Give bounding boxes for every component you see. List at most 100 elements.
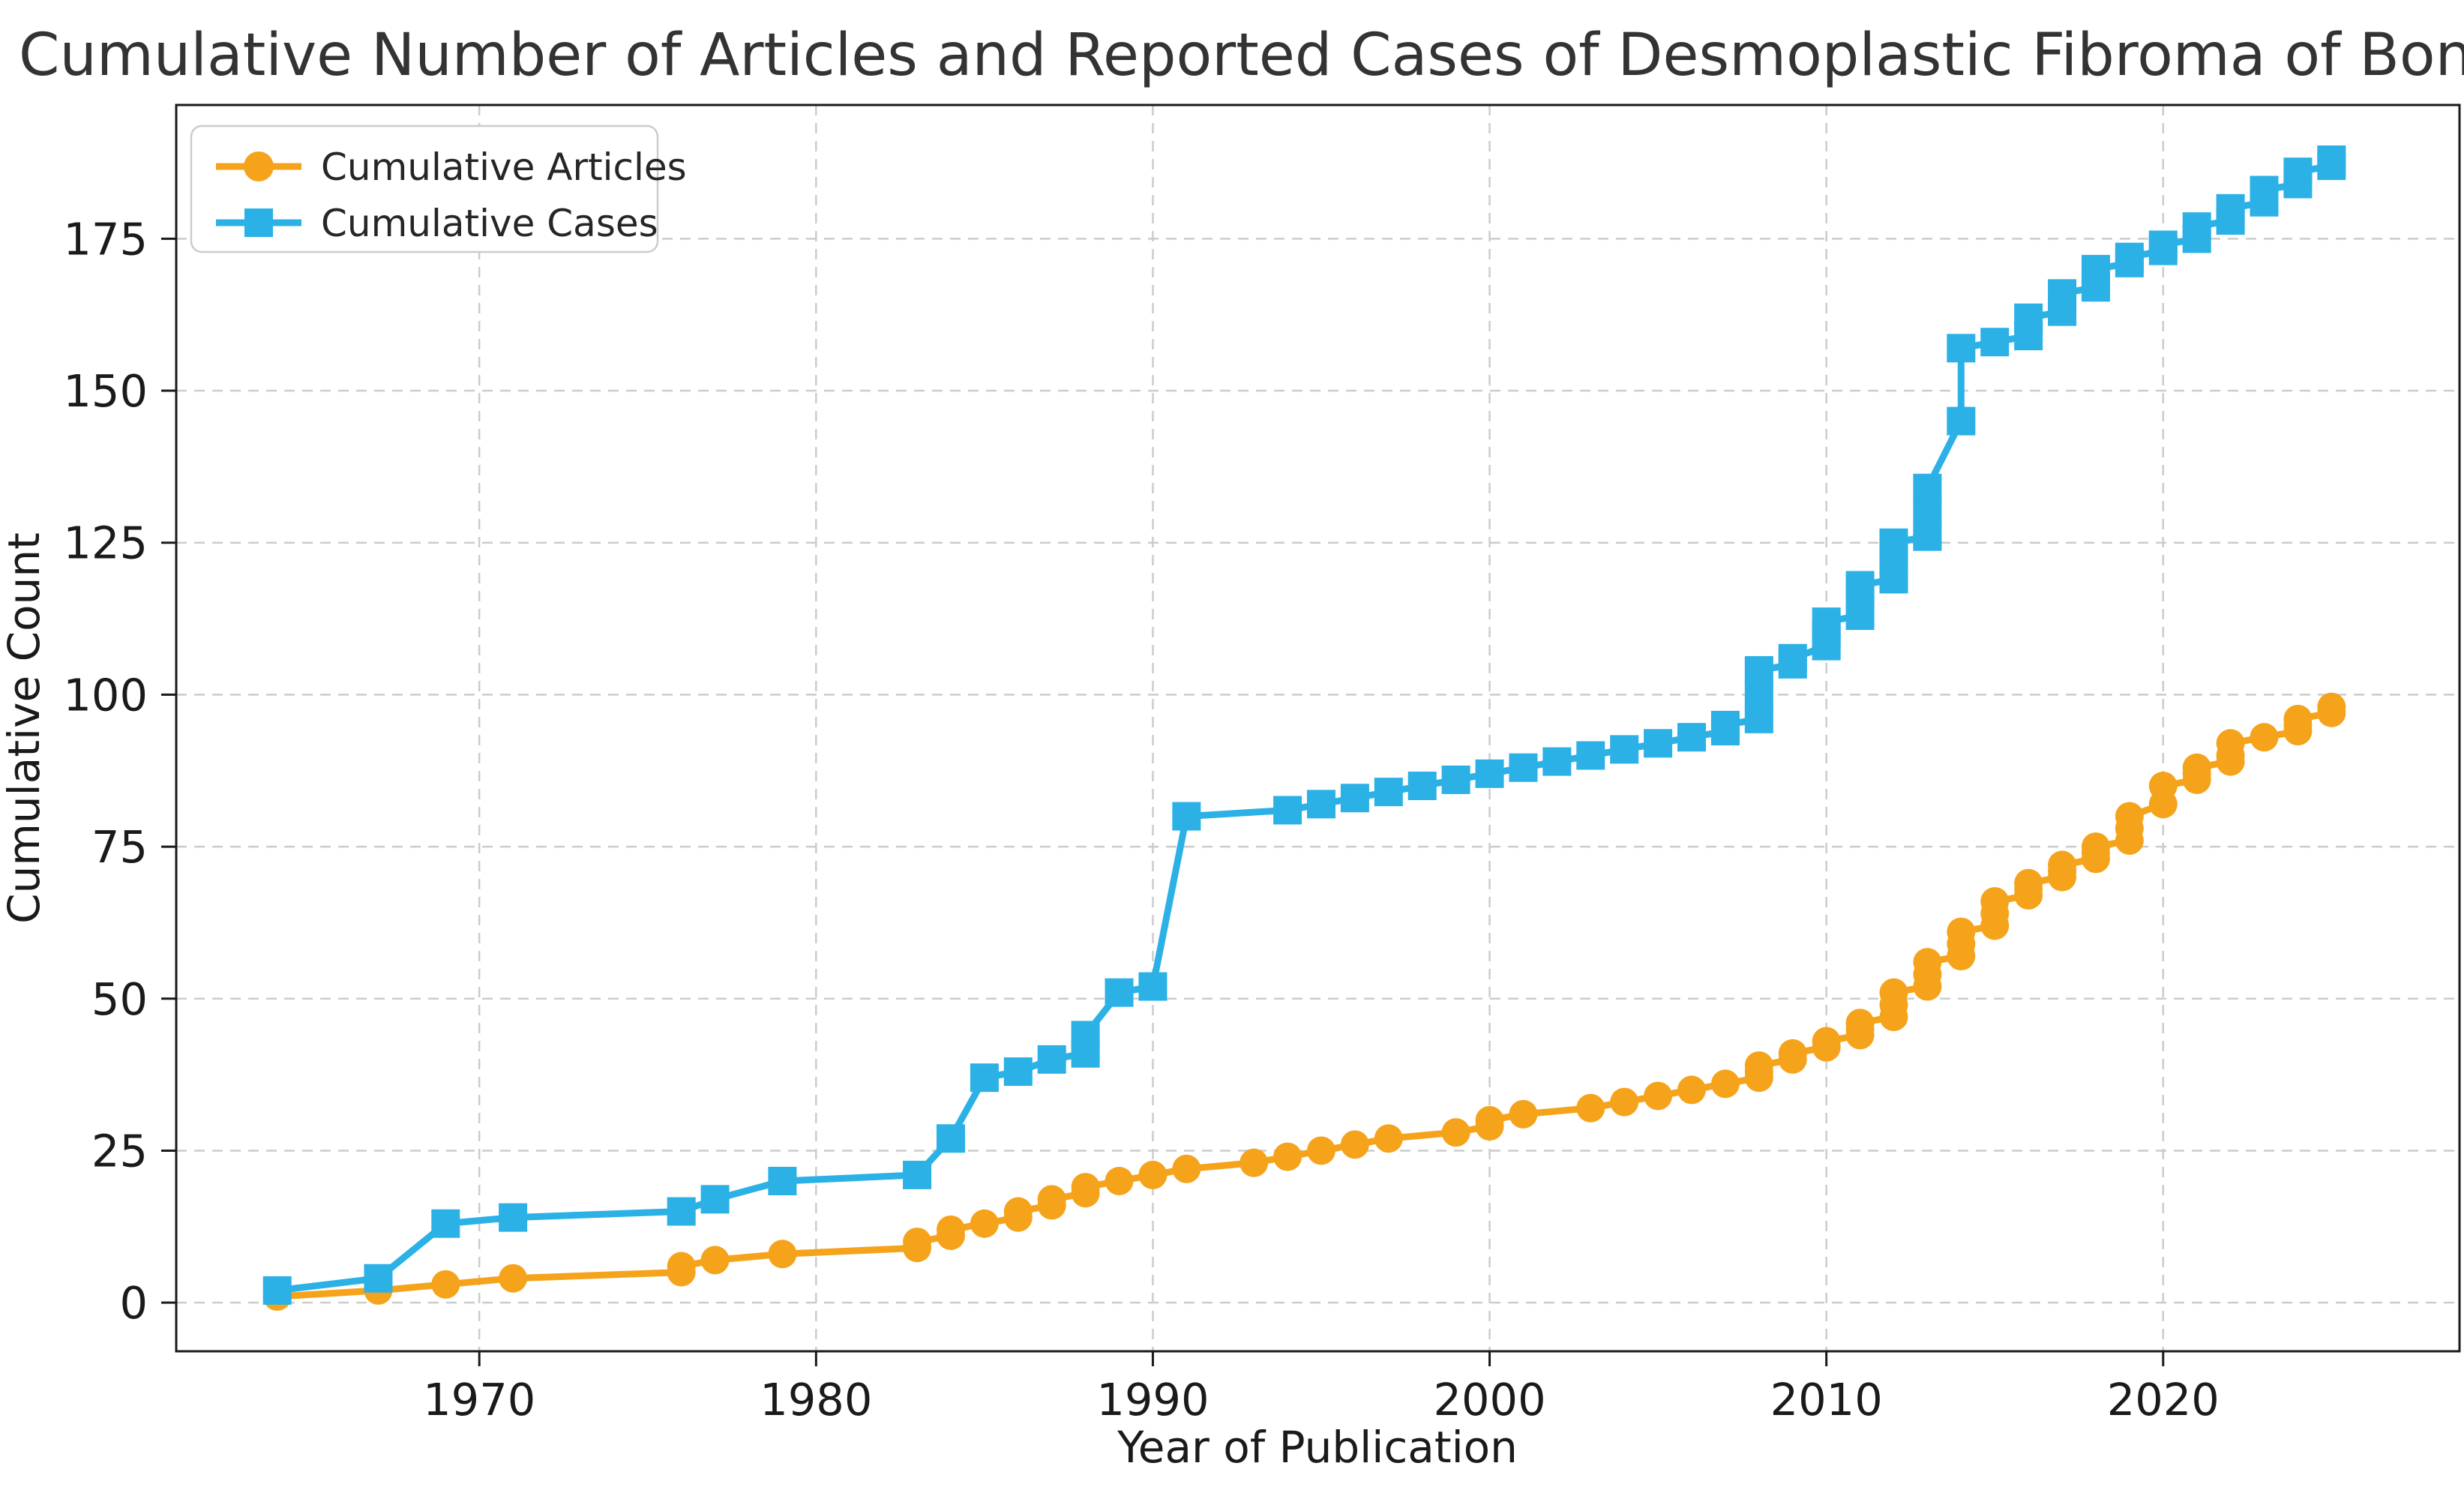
data-point-marker [903,1228,932,1257]
tick-layer: 1970 1980 1990 2000 2010 2020 0 25 50 75 100 125 150… [63,213,2219,1426]
data-point-marker [1172,802,1201,831]
data-point-marker [970,1209,999,1238]
data-point-marker [1947,917,1976,946]
x-tick-label: 1990 [1096,1374,1209,1426]
data-point-marker [1677,723,1707,752]
data-point-marker [1172,1154,1201,1183]
data-point-marker [1306,1136,1335,1165]
legend-square-marker-icon [244,208,273,237]
series-line-articles [274,703,2335,1300]
y-tick-label: 25 [91,1125,148,1177]
data-point-marker [1037,1185,1066,1214]
data-point-marker [1306,790,1335,819]
data-point-marker [1947,334,1976,363]
data-point-marker [1644,729,1673,758]
data-point-marker [1374,1124,1403,1153]
data-point-marker [364,1264,393,1293]
data-point-marker [1744,704,1773,733]
legend-circle-marker-icon [244,151,274,181]
data-point-marker [667,1252,696,1281]
data-point-marker [768,1166,797,1195]
data-point-marker [2048,279,2077,308]
data-point-marker [1879,528,1908,557]
data-point-marker [2148,772,2178,801]
data-point-marker [1374,778,1403,807]
data-point-marker [1744,655,1773,685]
data-point-marker [1913,498,1942,527]
data-point-marker [1710,1069,1740,1099]
data-point-marker [1980,887,2010,916]
data-point-marker [431,1270,460,1299]
data-point-marker [1644,1081,1673,1111]
legend-frame [190,124,659,253]
data-point-marker [903,1160,932,1189]
data-point-marker [1947,406,1976,436]
data-point-marker [1003,1197,1033,1226]
data-point-marker [936,1215,965,1244]
data-point-marker [768,1240,797,1269]
data-point-marker [499,1203,528,1232]
data-point-marker [1273,1142,1302,1171]
data-point-marker [1812,607,1841,637]
legend-label-articles: Cumulative Articles [321,145,687,189]
x-axis-label: Year of Publication [1117,1422,1518,1473]
y-tick-label: 150 [63,365,148,417]
data-point-marker [936,1124,965,1153]
data-point-marker [1778,1039,1807,1068]
data-point-marker [1441,1118,1470,1147]
data-point-marker [2081,832,2110,862]
data-point-marker [667,1197,696,1226]
x-tick-label: 1970 [423,1374,535,1426]
data-point-marker [2081,254,2110,283]
data-point-marker [2014,303,2043,332]
data-point-marker [1273,796,1302,825]
legend-entry-articles: Cumulative Articles [216,145,687,189]
data-point-marker [2250,723,2279,752]
x-tick-label: 1980 [760,1374,872,1426]
data-point-marker [1340,784,1369,813]
data-point-marker [1744,1051,1773,1080]
data-point-marker [1105,978,1134,1007]
plot-border [175,103,2461,1353]
data-point-marker [2283,704,2313,733]
data-point-marker [1879,978,1908,1007]
x-tick-label: 2000 [1433,1374,1545,1426]
data-point-marker [2048,850,2077,880]
series-cumulative-cases [262,145,2346,1305]
data-point-marker [1845,1009,1875,1038]
data-point-marker [431,1209,460,1238]
data-point-marker [1509,1099,1538,1129]
data-point-marker [499,1264,528,1293]
y-tick-label: 50 [91,973,148,1025]
legend-box: Cumulative Articles Cumulative Cases [190,124,687,253]
data-point-marker [2317,145,2346,174]
y-tick-label: 100 [63,669,148,721]
data-point-marker [1071,1021,1100,1050]
x-tick-label: 2020 [2107,1374,2220,1426]
data-point-marker [1610,1087,1639,1117]
y-tick-label: 0 [119,1277,148,1329]
data-point-marker [1003,1057,1033,1087]
data-point-marker [1441,765,1470,794]
data-point-marker [1340,1130,1369,1159]
data-point-marker [2283,157,2313,187]
data-point-marker [262,1276,292,1305]
data-point-marker [700,1246,730,1275]
data-point-marker [2014,868,2043,898]
x-tick-label: 2010 [1770,1374,1883,1426]
data-point-marker [1576,741,1605,770]
data-point-marker [1812,1027,1841,1056]
data-point-marker [970,1063,999,1093]
data-point-marker [1744,680,1773,709]
data-point-marker [2216,193,2245,223]
data-point-marker [1407,772,1437,801]
data-point-marker [1239,1148,1269,1177]
data-point-marker [1913,473,1942,502]
chart-title: Cumulative Number of Articles and Report… [19,22,2464,89]
y-tick-label: 75 [91,821,148,873]
data-point-marker [1475,1105,1504,1135]
data-point-marker [1677,1075,1707,1105]
data-point-marker [2250,175,2279,205]
data-point-marker [1778,643,1807,673]
